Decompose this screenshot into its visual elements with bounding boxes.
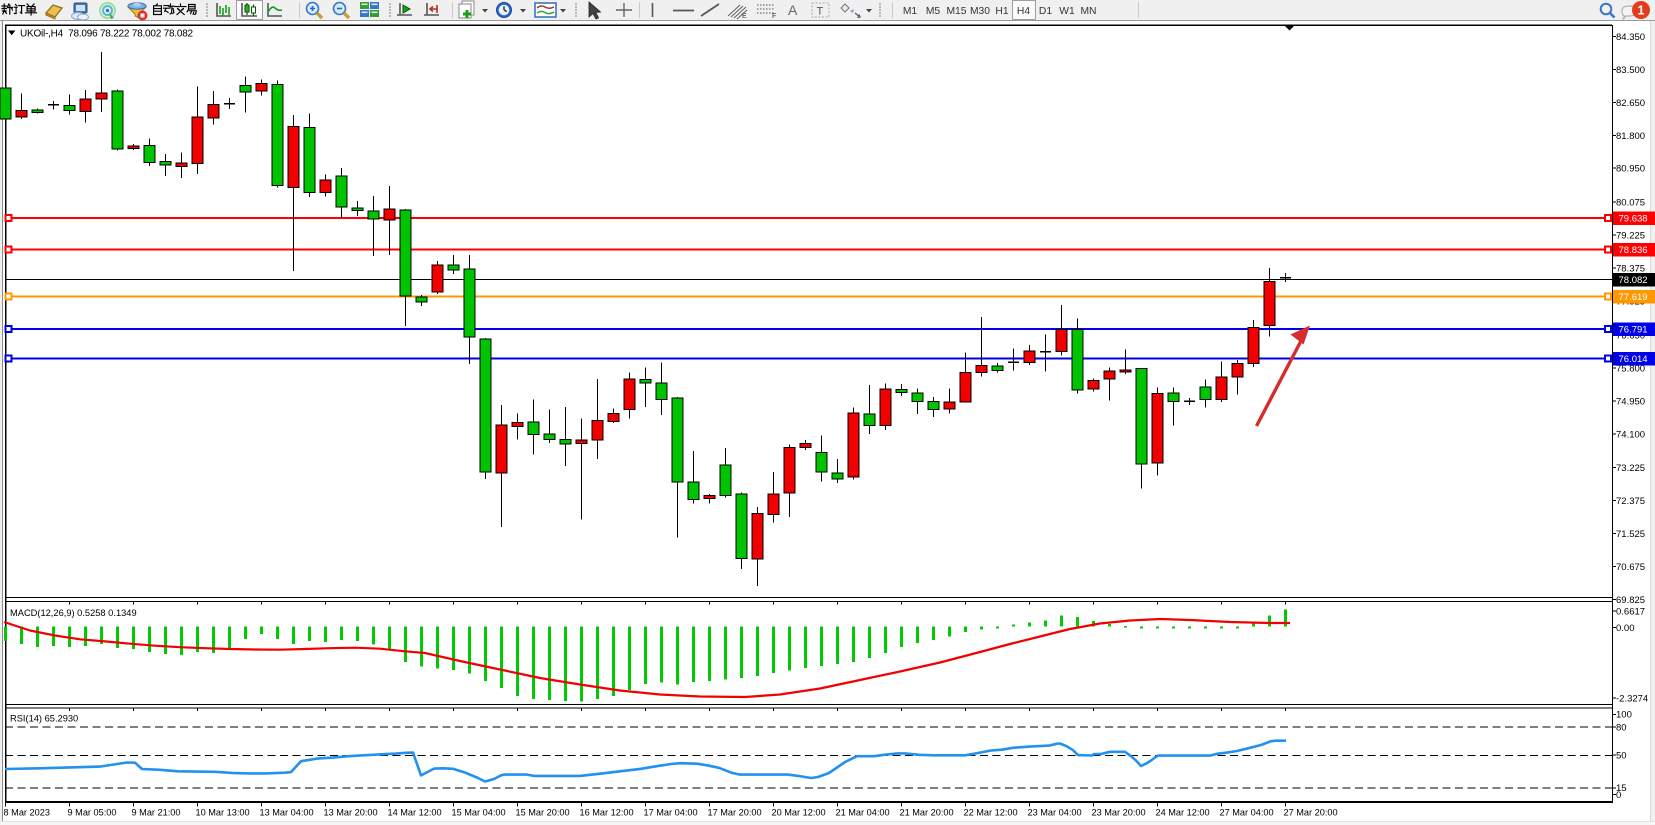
- svg-text:78.375: 78.375: [1616, 264, 1645, 275]
- svg-text:27 Mar 20:00: 27 Mar 20:00: [1284, 808, 1338, 818]
- svg-text:0: 0: [1616, 790, 1621, 801]
- svg-text:1: 1: [1638, 4, 1645, 18]
- svg-text:70.675: 70.675: [1616, 562, 1645, 573]
- svg-text:22 Mar 12:00: 22 Mar 12:00: [964, 808, 1018, 818]
- svg-text:16 Mar 12:00: 16 Mar 12:00: [580, 808, 634, 818]
- svg-text:80: 80: [1616, 723, 1627, 734]
- svg-text:17 Mar 04:00: 17 Mar 04:00: [644, 808, 698, 818]
- svg-text:81.800: 81.800: [1616, 131, 1645, 142]
- svg-text:76.014: 76.014: [1619, 354, 1648, 365]
- svg-text:H4: H4: [1017, 6, 1030, 17]
- svg-text:83.500: 83.500: [1616, 65, 1645, 76]
- svg-text:80.950: 80.950: [1616, 164, 1645, 175]
- svg-text:79.638: 79.638: [1619, 214, 1648, 225]
- svg-text:8 Mar 2023: 8 Mar 2023: [4, 808, 50, 818]
- svg-text:H1: H1: [995, 6, 1008, 17]
- svg-text:74.950: 74.950: [1616, 396, 1645, 407]
- svg-text:24 Mar 12:00: 24 Mar 12:00: [1156, 808, 1210, 818]
- svg-text:M5: M5: [926, 6, 941, 17]
- svg-text:T: T: [817, 6, 824, 18]
- svg-text:75.800: 75.800: [1616, 363, 1645, 374]
- svg-text:M1: M1: [903, 6, 918, 17]
- svg-text:0.00: 0.00: [1616, 623, 1635, 634]
- svg-text:15 Mar 20:00: 15 Mar 20:00: [516, 808, 570, 818]
- svg-text:M15: M15: [946, 6, 966, 17]
- svg-text:80.075: 80.075: [1616, 198, 1645, 209]
- svg-text:69.825: 69.825: [1616, 595, 1645, 606]
- svg-text:9 Mar 05:00: 9 Mar 05:00: [68, 808, 117, 818]
- svg-text:76.791: 76.791: [1619, 325, 1648, 336]
- svg-text:RSI(14) 65.2930: RSI(14) 65.2930: [10, 714, 78, 724]
- svg-text:100: 100: [1616, 710, 1632, 721]
- svg-text:73.225: 73.225: [1616, 463, 1645, 474]
- svg-text:15 Mar 04:00: 15 Mar 04:00: [452, 808, 506, 818]
- svg-text:23 Mar 20:00: 23 Mar 20:00: [1092, 808, 1146, 818]
- svg-text:W1: W1: [1059, 6, 1075, 17]
- svg-text:77.619: 77.619: [1619, 292, 1648, 303]
- svg-text:A: A: [788, 2, 798, 18]
- svg-text:79.225: 79.225: [1616, 231, 1645, 242]
- svg-text:78.082: 78.082: [1619, 275, 1648, 286]
- svg-text:74.100: 74.100: [1616, 429, 1645, 440]
- svg-text:UKOil-,H4 78.096 78.222 78.00: UKOil-,H4 78.096 78.222 78.002 78.082: [20, 29, 194, 40]
- svg-text:17 Mar 20:00: 17 Mar 20:00: [708, 808, 762, 818]
- svg-text:13 Mar 20:00: 13 Mar 20:00: [324, 808, 378, 818]
- svg-text:0.6617: 0.6617: [1616, 607, 1645, 618]
- svg-text:10 Mar 13:00: 10 Mar 13:00: [196, 808, 250, 818]
- svg-text:M30: M30: [970, 6, 990, 17]
- svg-text:F: F: [772, 13, 776, 20]
- svg-text:MACD(12,26,9) 0.5258 0.1349: MACD(12,26,9) 0.5258 0.1349: [10, 608, 137, 618]
- svg-text:21 Mar 04:00: 21 Mar 04:00: [836, 808, 890, 818]
- svg-text:20 Mar 12:00: 20 Mar 12:00: [772, 808, 826, 818]
- svg-text:9 Mar 21:00: 9 Mar 21:00: [132, 808, 181, 818]
- svg-text:MN: MN: [1080, 6, 1096, 17]
- svg-text:15: 15: [1616, 783, 1627, 794]
- svg-text:-2.3274: -2.3274: [1616, 694, 1648, 705]
- svg-text:21 Mar 20:00: 21 Mar 20:00: [900, 808, 954, 818]
- svg-text:13 Mar 04:00: 13 Mar 04:00: [260, 808, 314, 818]
- svg-text:23 Mar 04:00: 23 Mar 04:00: [1028, 808, 1082, 818]
- svg-text:82.650: 82.650: [1616, 98, 1645, 109]
- svg-text:72.375: 72.375: [1616, 496, 1645, 507]
- svg-text:14 Mar 12:00: 14 Mar 12:00: [388, 808, 442, 818]
- svg-text:71.525: 71.525: [1616, 529, 1645, 540]
- svg-text:27 Mar 04:00: 27 Mar 04:00: [1220, 808, 1274, 818]
- svg-text:50: 50: [1616, 751, 1627, 762]
- svg-text:E: E: [742, 13, 747, 20]
- svg-text:78.836: 78.836: [1619, 245, 1648, 256]
- svg-text:D1: D1: [1039, 6, 1052, 17]
- svg-text:84.350: 84.350: [1616, 32, 1645, 43]
